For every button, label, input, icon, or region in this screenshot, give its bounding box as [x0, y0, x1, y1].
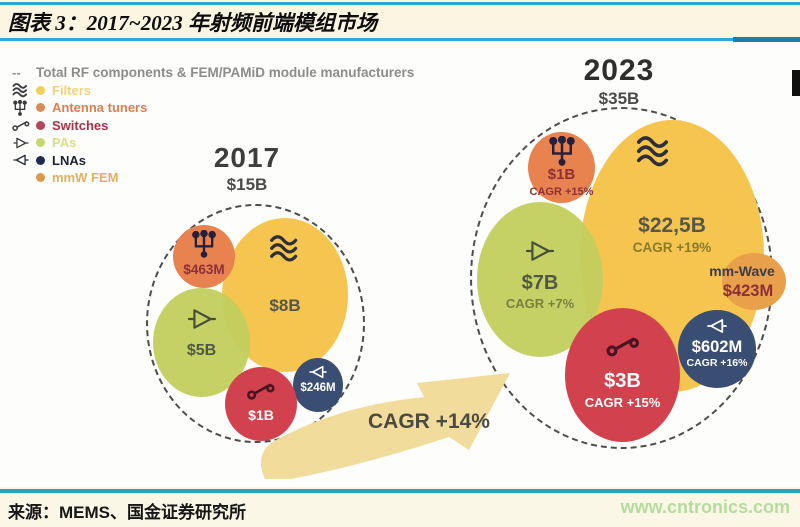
cagr-2023-antenna-tuners: CAGR +15%	[529, 186, 594, 198]
lna-amplifier-icon	[307, 364, 329, 380]
source-text: 来源：MEMS、国金证券研究所	[8, 503, 246, 522]
header-top-rule	[0, 2, 800, 5]
bubble-2023-mmwave	[722, 253, 786, 310]
figure-footer: 来源：MEMS、国金证券研究所 www.cntronics.com	[0, 487, 800, 527]
legend-dot-pas	[36, 138, 45, 148]
bubble-2017-lnas: $246M	[293, 358, 343, 412]
dashed-line-icon: --	[12, 65, 21, 81]
bubble-2017-antenna-tuners: $463M	[173, 225, 235, 288]
filter-waves-icon	[635, 136, 673, 168]
header-bottom-rule-dark-segment	[733, 37, 800, 42]
pa-amplifier-icon	[12, 136, 36, 150]
value-2017-antenna-tuners: $463M	[183, 262, 225, 277]
cluster-2023-header: 2023 $35B	[549, 54, 689, 109]
switch-icon	[244, 379, 278, 401]
cluster-2017-boundary	[146, 204, 365, 443]
legend-label-lnas: LNAs	[52, 152, 86, 168]
legend-dot-antenna-tuners	[36, 103, 45, 113]
cagr-2023-filters: CAGR +19%	[632, 240, 712, 255]
legend-dot-filters	[36, 85, 45, 95]
right-edge-mark	[792, 70, 800, 96]
bubble-2017-filters: $8B	[222, 218, 348, 372]
legend-total-label: Total RF components & FEM/PAMiD module m…	[36, 65, 415, 81]
site-watermark: www.cntronics.com	[620, 497, 790, 517]
legend-dot-mmw-fem	[36, 173, 45, 183]
total-2017-label: $15B	[226, 175, 268, 194]
value-2023-mmwave: $423M	[722, 282, 774, 300]
footer-rule	[0, 489, 800, 493]
bubble-2023-antenna-tuners: $1B CAGR +15%	[528, 132, 595, 203]
antenna-tuner-icon	[189, 230, 219, 258]
legend-row-mmw-fem: mmW FEM	[12, 169, 414, 187]
value-2017-pas: $5B	[186, 342, 217, 359]
chart-canvas: -- Total RF components & FEM/PAMiD modul…	[0, 42, 800, 487]
legend-label-antenna-tuners: Antenna tuners	[52, 100, 148, 116]
bubble-2023-switches: $3B CAGR +15%	[565, 308, 680, 442]
legend-row-antenna-tuners: Antenna tuners	[12, 99, 414, 117]
legend-label-pas: PAs	[52, 135, 77, 151]
legend: -- Total RF components & FEM/PAMiD modul…	[12, 64, 414, 187]
switch-icon	[12, 118, 36, 132]
header-bottom-rule	[0, 38, 800, 41]
bubble-2017-switches: $1B	[225, 367, 297, 441]
value-2023-switches: $3B	[604, 370, 641, 392]
bubble-2023-lnas: $602M CAGR +16%	[678, 310, 756, 388]
legend-dot-switches	[36, 120, 45, 130]
value-2023-antenna-tuners: $1B	[547, 166, 576, 183]
cagr-2023-switches: CAGR +15%	[584, 395, 661, 410]
legend-label-filters: Filters	[52, 82, 92, 98]
value-2023-lnas: $602M	[691, 338, 743, 356]
value-2023-pas: $7B	[521, 272, 559, 294]
value-2017-switches: $1B	[248, 407, 274, 423]
legend-row-switches: Switches	[12, 117, 414, 135]
lna-amplifier-icon	[703, 317, 731, 335]
label-2023-mmwave: mm-Wave	[709, 263, 775, 279]
legend-label-switches: Switches	[52, 117, 109, 133]
value-2023-filters: $22,5B	[638, 214, 706, 237]
pa-amplifier-icon	[520, 238, 560, 264]
cagr-2023-lnas: CAGR +16%	[686, 357, 748, 369]
legend-row-total: -- Total RF components & FEM/PAMiD modul…	[12, 64, 414, 82]
pa-amplifier-icon	[184, 306, 220, 332]
year-2023-label: 2023	[583, 54, 655, 87]
filter-waves-icon	[269, 235, 301, 263]
legend-label-mmw-fem: mmW FEM	[52, 170, 119, 186]
overall-cagr-label: CAGR +14%	[368, 410, 490, 433]
value-2017-filters: $8B	[269, 296, 301, 315]
antenna-tuner-icon	[546, 136, 578, 166]
cagr-2023-pas: CAGR +7%	[505, 296, 575, 311]
legend-dot-lnas	[36, 155, 45, 165]
filter-waves-icon	[12, 82, 36, 98]
switch-icon	[602, 332, 644, 358]
legend-row-pas: PAs	[12, 134, 414, 152]
legend-row-filters: Filters	[12, 82, 414, 100]
total-2023-label: $35B	[598, 89, 640, 108]
figure-header: 图表 3：2017~2023 年射频前端模组市场	[0, 0, 800, 42]
antenna-tuner-icon	[12, 99, 36, 116]
legend-row-lnas: LNAs	[12, 152, 414, 170]
figure-title: 图表 3：2017~2023 年射频前端模组市场	[8, 11, 377, 35]
year-2017-label: 2017	[213, 142, 281, 173]
lna-amplifier-icon	[12, 153, 36, 167]
cluster-2017-header: 2017 $15B	[187, 142, 307, 195]
